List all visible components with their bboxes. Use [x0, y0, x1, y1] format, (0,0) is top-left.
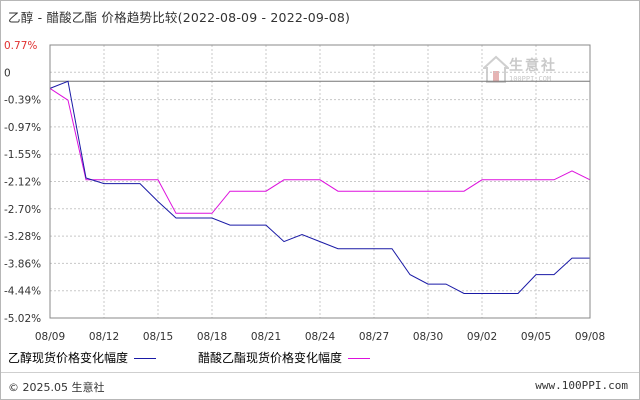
legend-label-ethanol: 乙醇现货价格变化幅度: [8, 351, 129, 365]
x-tick-label: 09/08: [575, 331, 605, 343]
x-axis-ticks: 08/09 08/12 08/15 08/18 08/21 08/24 08/27 08/30…: [35, 331, 605, 343]
y-tick-label: 0: [4, 67, 11, 79]
legend-item-ethanol: 乙醇现货价格变化幅度: [8, 349, 157, 366]
site-url: www.100PPI.com: [535, 379, 628, 392]
x-tick-label: 08/27: [359, 331, 389, 343]
footer-divider: [1, 372, 639, 373]
plot-area: [49, 44, 591, 319]
series-line-0: [49, 80, 590, 294]
x-tick-label: 09/05: [521, 331, 551, 343]
x-tick-label: 08/09: [35, 331, 65, 343]
x-tick-label: 08/30: [413, 331, 443, 343]
y-tick-label: -2.70%: [4, 204, 41, 216]
y-tick-label: -0.39%: [4, 95, 41, 107]
x-tick-label: 08/12: [89, 331, 119, 343]
x-tick-label: 08/24: [305, 331, 336, 343]
watermark-house-icon: [481, 55, 511, 83]
legend-label-ethyl-acetate: 醋酸乙酯现货价格变化幅度: [198, 351, 343, 365]
series-line-1: [49, 87, 591, 214]
y-tick-label: -3.28%: [4, 231, 41, 243]
series-lines: [49, 80, 591, 294]
y-tick-label: -2.12%: [4, 177, 41, 189]
x-tick-label: 08/18: [197, 331, 227, 343]
watermark-text: 生意社: [509, 58, 557, 74]
y-axis-ticks: 0.77% 0 -0.39% -0.97% -1.55% -2.12% -2.70% -3.2…: [4, 40, 41, 325]
legend-swatch-ethyl-acetate: [348, 358, 371, 359]
copyright-text: © 2025.05 生意社: [8, 381, 105, 394]
chart-grid: [50, 45, 590, 318]
watermark: 生意社 100PPI.COM: [481, 55, 583, 91]
legend-swatch-ethanol: [134, 358, 157, 359]
y-tick-label: -1.55%: [4, 149, 41, 161]
x-tick-label: 08/21: [251, 331, 281, 343]
x-tick-label: 08/15: [143, 331, 173, 343]
y-tick-label: -4.44%: [4, 286, 41, 298]
chart-title: 乙醇 - 醋酸乙酯 价格趋势比较(2022-08-09 - 2022-09-08…: [8, 10, 351, 25]
y-tick-label: -3.86%: [4, 258, 41, 270]
legend-item-ethyl-acetate: 醋酸乙酯现货价格变化幅度: [198, 349, 371, 366]
watermark-subtext: 100PPI.COM: [509, 75, 552, 83]
y-tick-label: -5.02%: [4, 313, 41, 325]
x-tick-label: 09/02: [467, 331, 497, 343]
y-tick-label: 0.77%: [4, 40, 37, 52]
y-tick-label: -0.97%: [4, 122, 41, 134]
